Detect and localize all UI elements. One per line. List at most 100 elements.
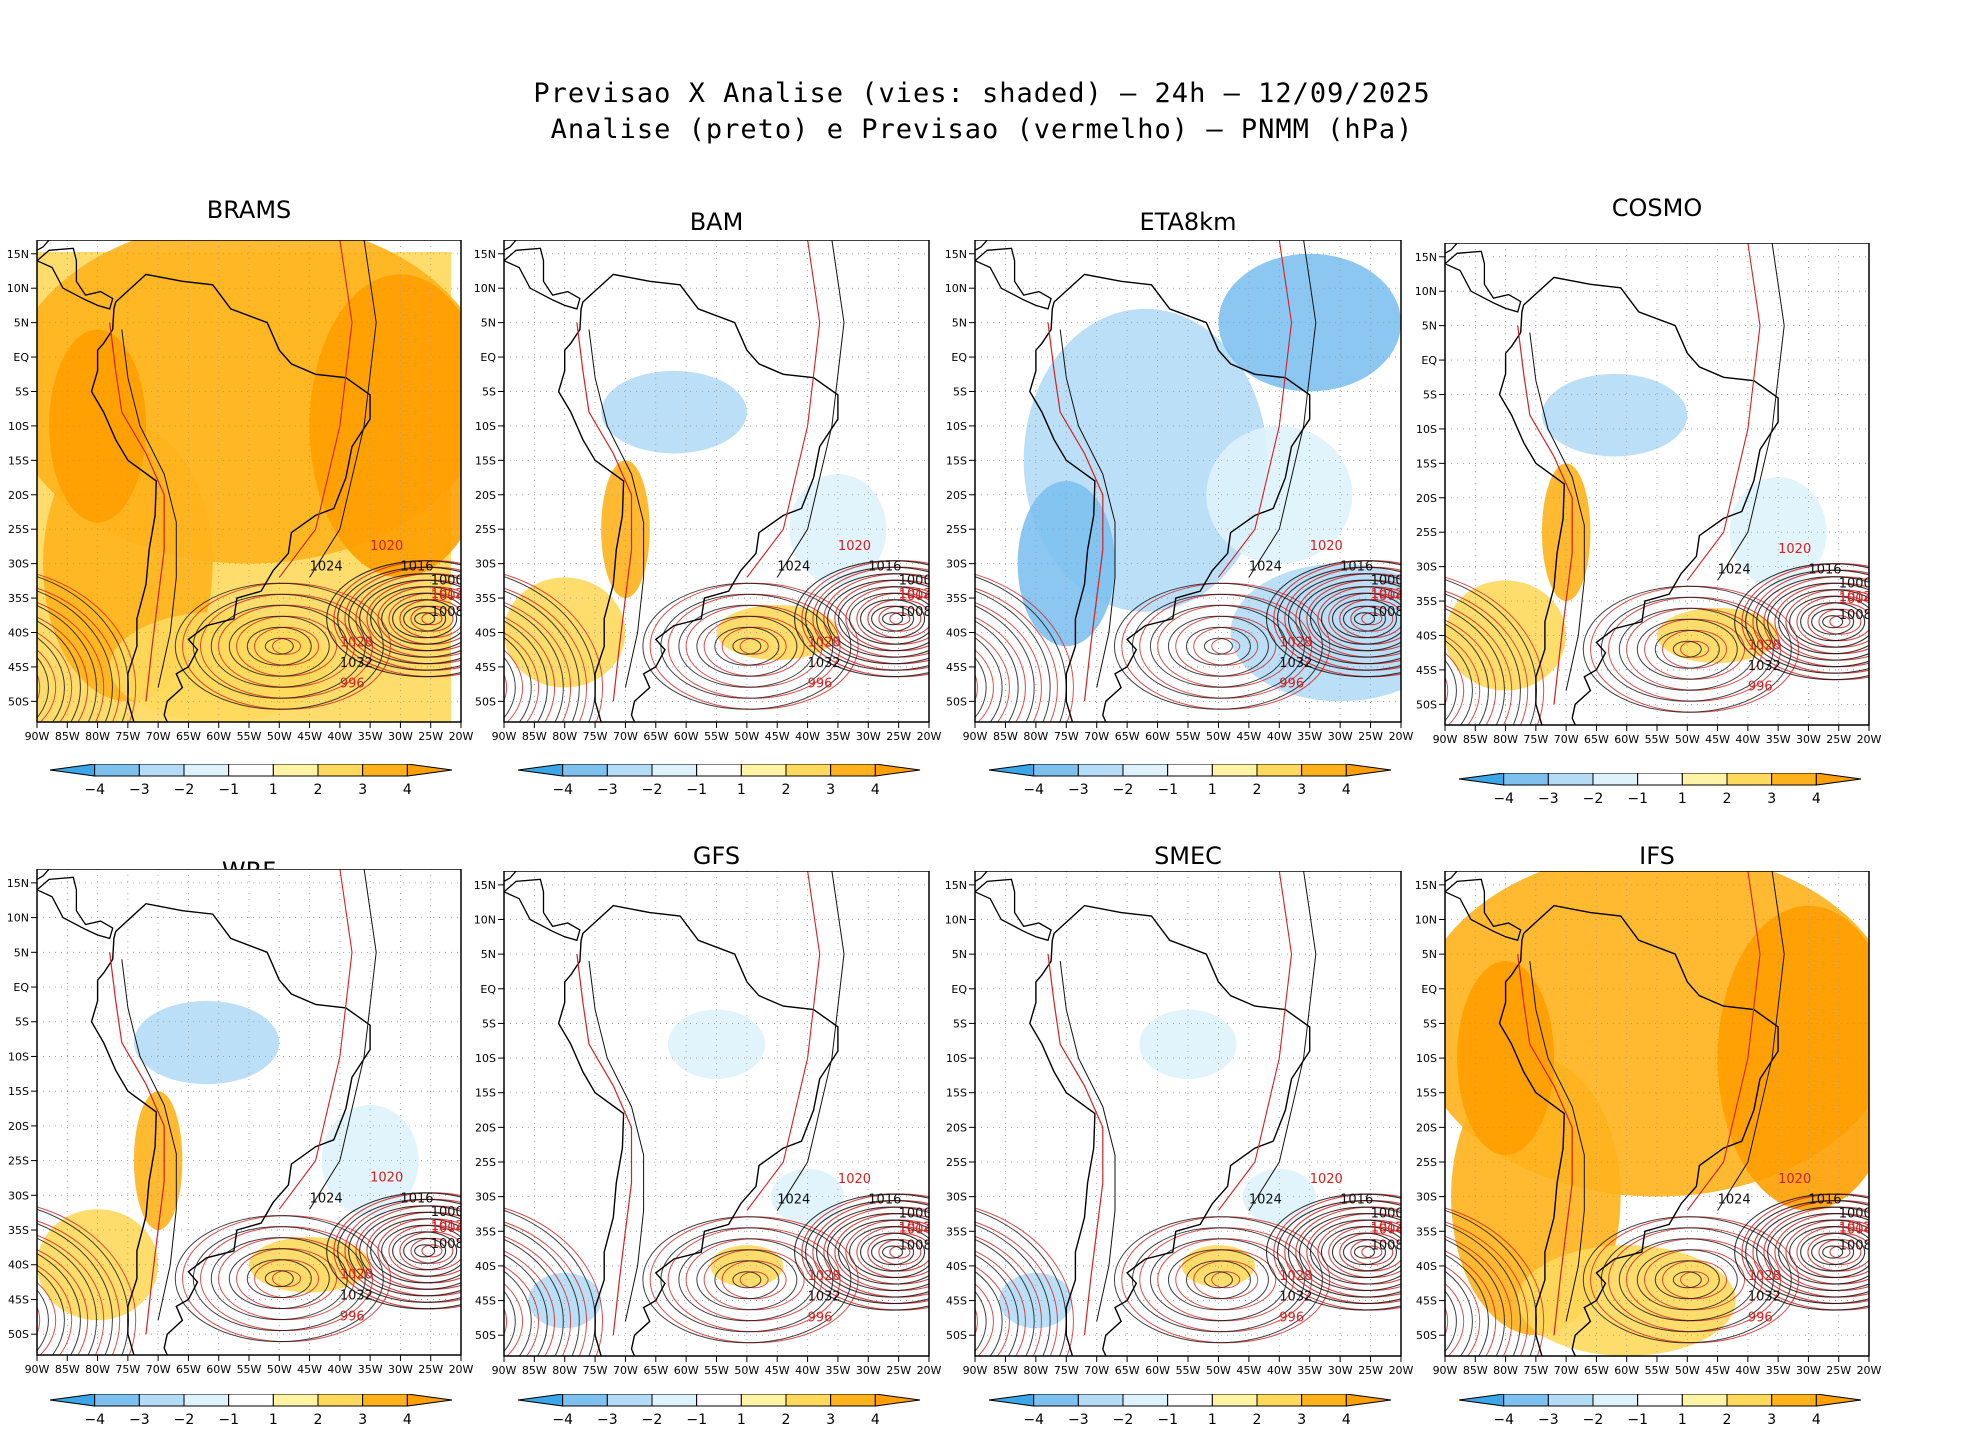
panel-title: COSMO [1611,194,1703,222]
colorbar-label: 2 [314,1412,323,1428]
main-title: Previsao X Analise (vies: shaded) – 24h … [533,78,1431,109]
x-tick-label: 75W [583,1364,608,1377]
isobar-label: 1004 [1371,589,1404,604]
bias-area [249,1236,371,1293]
colorbar-label: 1 [1208,1412,1217,1428]
x-tick-label: 25W [886,1364,911,1377]
x-tick-label: 90W [25,730,50,743]
y-tick-label: 15N [474,248,496,261]
colorbar-label: −3 [1068,782,1089,798]
y-tick-label: 10S [8,420,29,433]
x-tick-label: 60W [1145,1364,1170,1377]
colorbar-label: −4 [1493,791,1514,807]
x-tick-label: 40W [1735,733,1760,746]
y-tick-label: 20S [1416,492,1437,505]
colorbar-segment [1726,773,1773,786]
colorbar-segment [517,764,564,777]
y-tick-label: 30S [8,558,29,571]
x-tick-label: 25W [418,730,443,743]
x-tick-label: 25W [1358,730,1383,743]
bias-area [1181,1245,1255,1287]
colorbar-segment [362,764,408,777]
y-tick-label: 10S [475,420,496,433]
y-tick-label: 45S [1416,1295,1437,1308]
colorbar-segment [317,764,364,777]
x-tick-label: 55W [1176,730,1201,743]
x-tick-label: 70W [146,1363,171,1376]
isobar-label: 1012 [899,1220,932,1235]
colorbar-segment [1301,1394,1347,1407]
x-tick-label: 40W [795,730,820,743]
y-tick-label: 50S [946,1329,967,1342]
isobar-label: 1024 [1249,1193,1282,1208]
isobar-label: 1028 [1279,1269,1312,1284]
isobar-label: 1032 [808,656,841,671]
isobar-label: 1032 [1748,1290,1781,1305]
isobar-label: 1012 [899,587,932,602]
x-tick-label: 30W [1328,1364,1353,1377]
x-tick-label: 85W [993,1364,1018,1377]
y-tick-label: 20S [475,1121,496,1134]
y-tick-label: 35S [1416,595,1437,608]
colorbar-label: −3 [1068,1412,1089,1428]
colorbar-segment [406,764,453,777]
x-tick-label: 30W [1796,733,1821,746]
x-tick-label: 75W [115,730,140,743]
colorbar-segment [988,764,1035,777]
x-tick-label: 65W [643,1364,668,1377]
colorbar-segment [1547,773,1594,786]
y-tick-label: 30S [8,1189,29,1202]
bias-area [771,1168,844,1225]
colorbar-segment [317,1394,364,1407]
x-tick-label: 70W [146,730,171,743]
x-tick-label: 85W [1463,1364,1488,1377]
isobar-label: 1008 [899,605,932,620]
coastline [557,273,839,722]
isobar-label: 1004 [899,589,932,604]
colorbar-label: −1 [686,1412,707,1428]
colorbar-label: −2 [642,782,663,798]
colorbar-label: −1 [218,782,239,798]
isobar-label: 1028 [1748,1269,1781,1284]
x-tick-label: 40W [327,1363,352,1376]
y-tick-label: 5S [482,1017,496,1030]
y-tick-label: 40S [8,626,29,639]
y-tick-label: 5N [481,948,496,961]
x-tick-label: 85W [55,730,80,743]
colorbar-segment [874,1394,921,1407]
y-tick-label: 10N [945,914,967,927]
colorbar-label: 3 [1297,1412,1306,1428]
y-tick-label: 5N [14,946,29,959]
y-tick-label: 40S [1416,1260,1437,1273]
isobar-label: 1000 [431,1205,464,1220]
y-tick-label: 5N [952,317,967,330]
colorbar-label: −4 [552,782,573,798]
colorbar-segment [830,764,876,777]
x-tick-label: 50W [267,1363,292,1376]
colorbar-segment [1345,1394,1392,1407]
colorbar-segment [94,1394,140,1407]
y-tick-label: 10N [474,914,496,927]
isobar-label: 1012 [431,1219,464,1234]
isobar-label: 996 [340,677,365,692]
colorbar-segment [562,1394,608,1407]
isobar-label: 1024 [777,1193,810,1208]
colorbar-label: −2 [1113,782,1134,798]
subtitle: Analise (preto) e Previsao (vermelho) – … [550,114,1414,145]
colorbar: −4 −3 −2 −1 1 2 3 4 [1458,1394,1862,1428]
y-tick-label: 15S [946,1087,967,1100]
colorbar-segment [1592,773,1639,786]
y-tick-label: 50S [946,695,967,708]
colorbar-label: −2 [174,1412,195,1428]
colorbar-segment [651,764,698,777]
colorbar: −4 −3 −2 −1 1 2 3 4 [49,764,453,798]
y-tick-label: EQ [480,351,496,364]
isobar-label: 1016 [1340,1193,1373,1208]
isobar-label: 1016 [400,560,433,575]
colorbar-label: −1 [1627,791,1648,807]
y-tick-label: 15N [945,248,967,261]
coastline [975,247,1052,310]
